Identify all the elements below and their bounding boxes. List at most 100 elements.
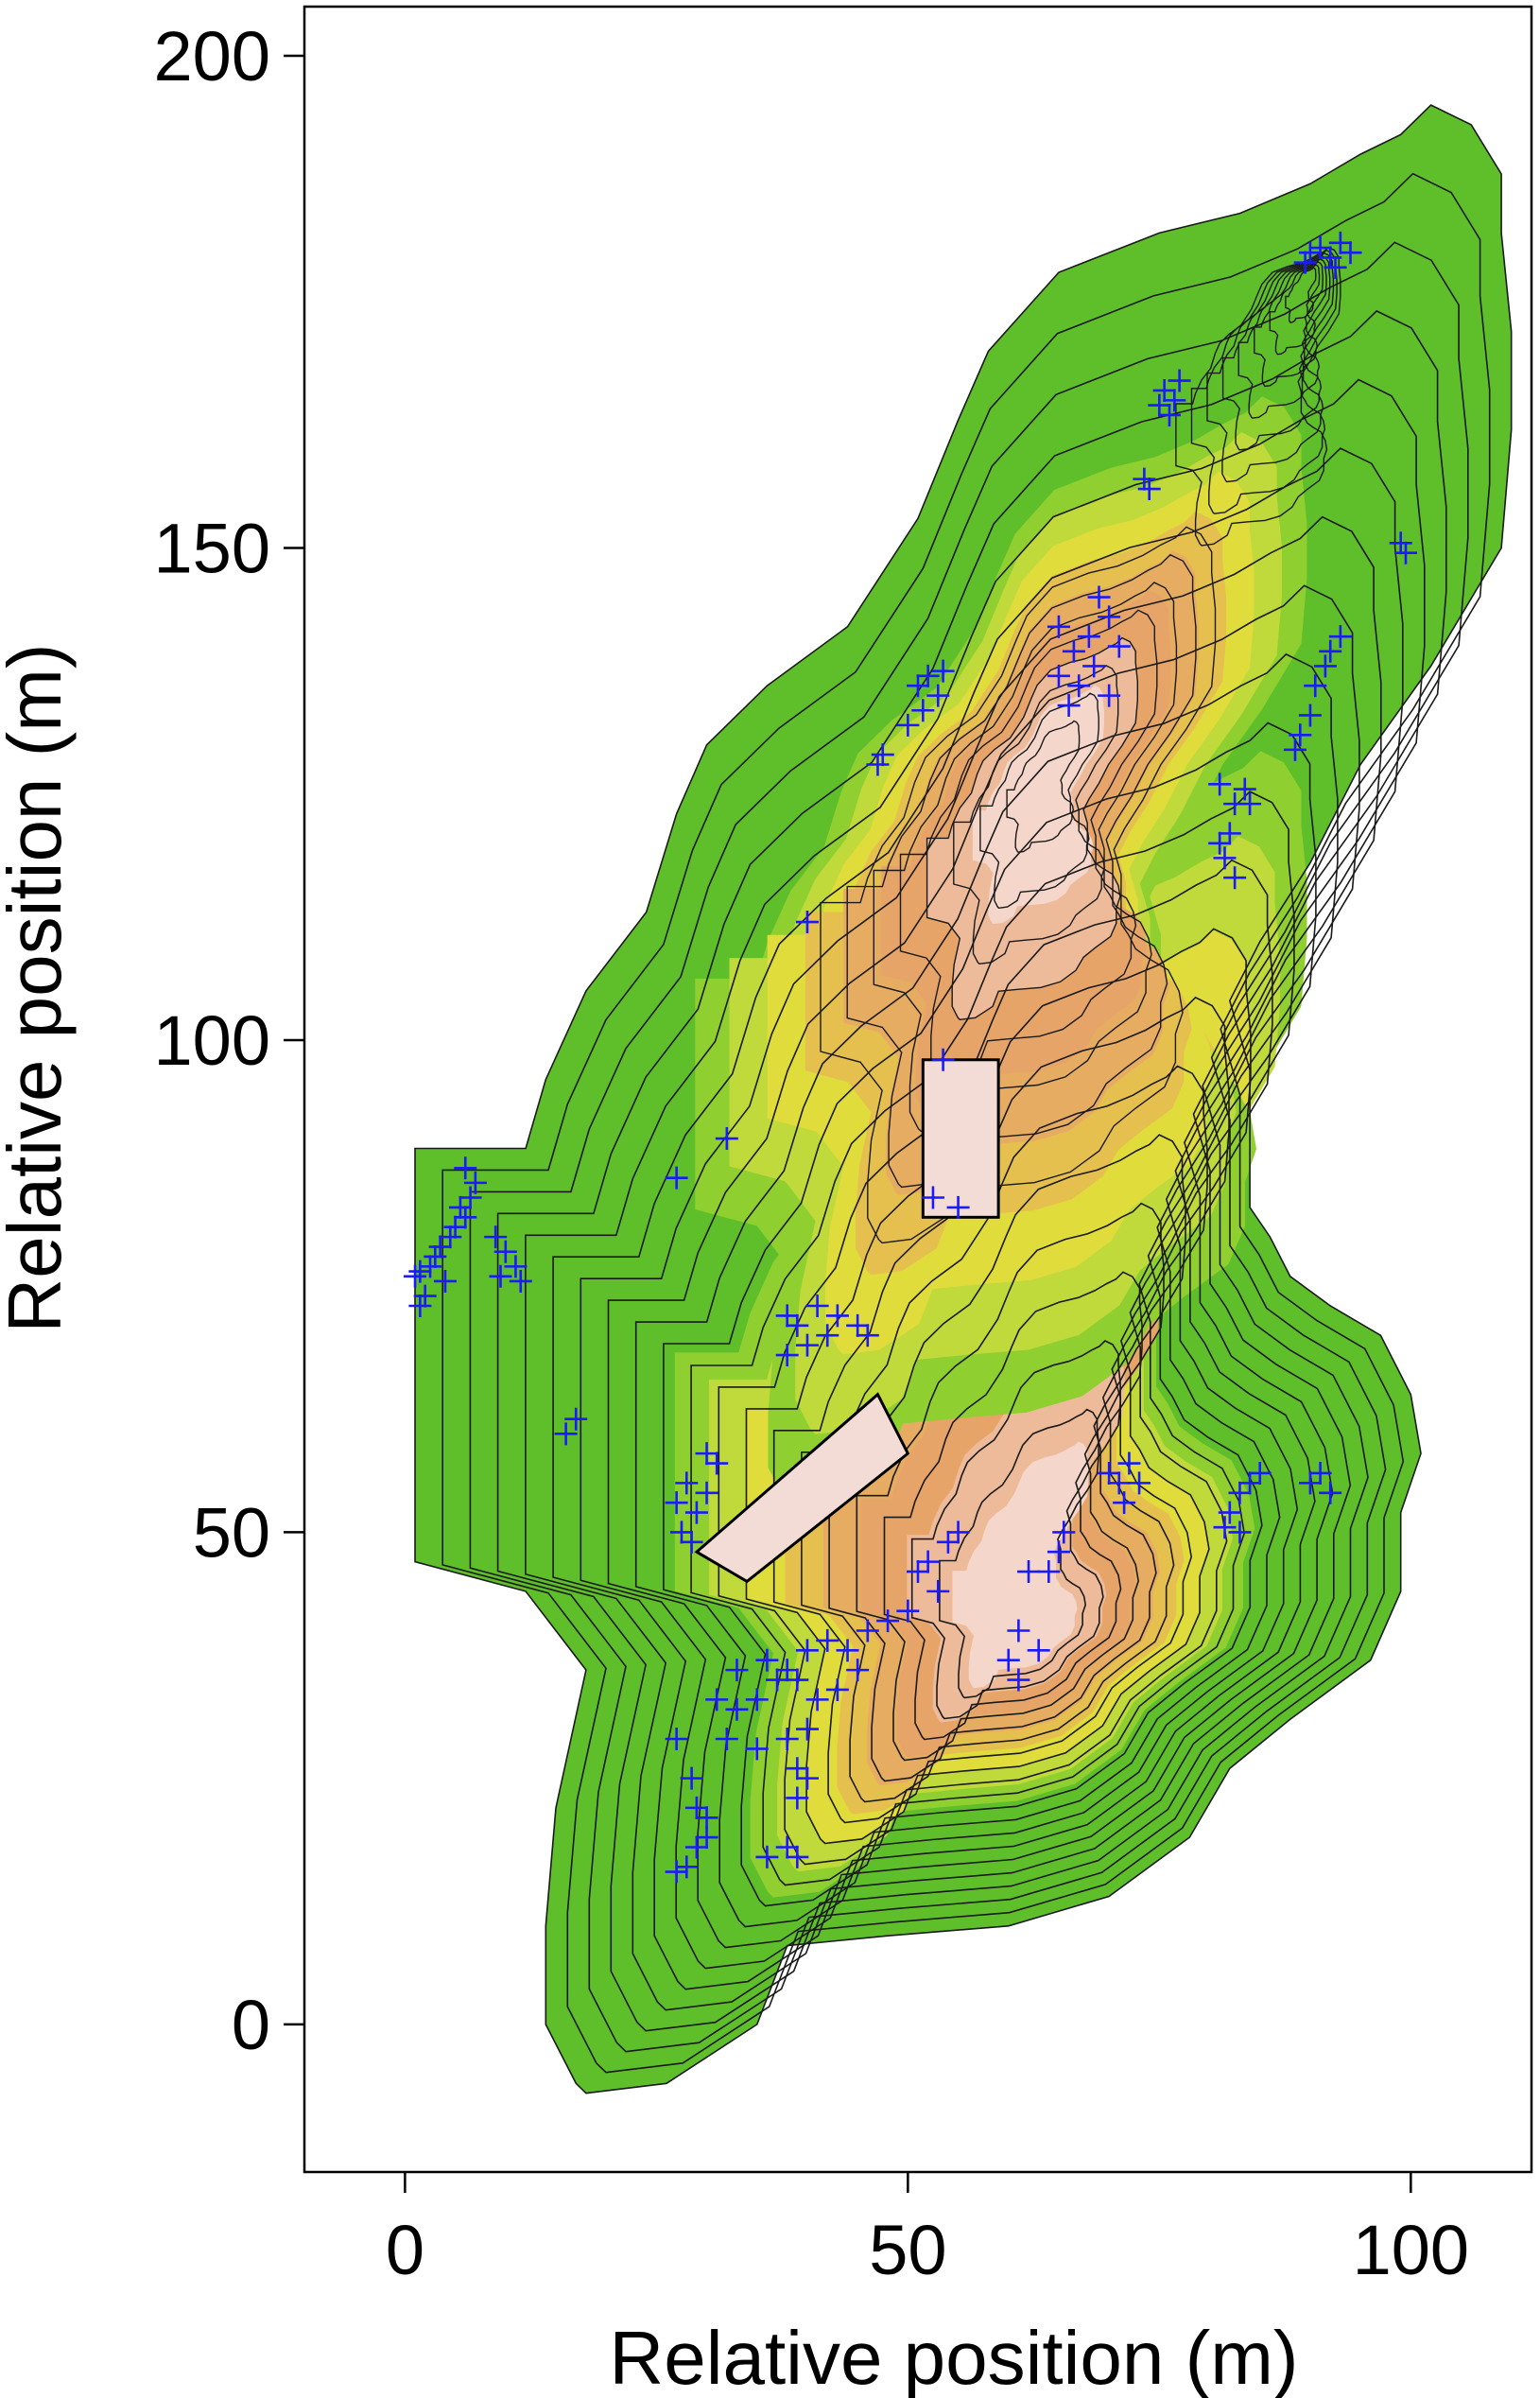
data-point-marker [404,1264,427,1288]
data-point-marker [946,1520,970,1544]
data-point-marker [439,1225,462,1249]
data-point-marker [1389,531,1412,555]
contour-line [883,1271,1143,1741]
data-point-marker [443,1215,467,1239]
data-point-marker [1238,792,1262,816]
data-point-marker [665,1491,688,1515]
data-point-marker [1052,1520,1076,1544]
data-point-marker [705,1688,729,1712]
building-footprint [921,1058,1000,1219]
data-point-marker [745,1688,769,1712]
contour-line [953,665,1119,965]
data-point-marker [424,1244,447,1268]
data-point-marker [1107,634,1131,658]
data-point-marker [1148,393,1171,417]
data-point-marker [1218,1501,1241,1524]
data-point-marker [996,1648,1020,1672]
data-point-marker [1223,866,1247,890]
y-tick-label: 100 [154,1001,270,1080]
data-point-marker [454,1156,477,1180]
data-point-marker [1233,777,1256,801]
contour-line [552,447,1404,1990]
data-point-marker [1308,1461,1332,1485]
contour-line [690,791,1295,1886]
data-point-marker [795,1639,819,1662]
data-point-marker [856,1324,879,1347]
y-tick-label: 200 [154,17,270,96]
data-point-marker [907,674,929,698]
data-point-marker [786,1845,809,1868]
data-point-marker [1157,403,1181,426]
data-point-marker [786,1313,809,1337]
data-point-marker [1394,541,1418,565]
data-point-marker [1289,723,1312,747]
data-point-marker [428,1235,452,1259]
data-point-marker [1238,1471,1262,1495]
y-tick-label: 50 [193,1493,270,1572]
contour-line [496,309,1447,2032]
data-point-marker [1339,241,1362,265]
data-point-marker [504,1255,528,1278]
data-point-marker [459,1186,482,1209]
data-point-marker [916,1550,940,1573]
data-point-marker [680,1530,703,1554]
data-point-marker [866,753,890,776]
data-point-marker [1308,236,1332,260]
data-point-marker [795,1766,819,1790]
data-point-marker [786,1757,809,1781]
data-point-marker [755,1845,779,1868]
terrain-contour-area [414,104,1513,2094]
contour-line [1006,720,1081,853]
contour-line [745,928,1252,1845]
data-point-marker [896,1599,920,1623]
data-point-marker [825,1677,849,1701]
data-point-marker [805,1295,829,1317]
contour-line [910,1340,1121,1720]
data-point-marker [926,684,950,707]
data-point-marker [695,1806,718,1830]
data-point-marker [1027,1639,1050,1662]
elevation-band [952,1441,1089,1689]
data-point-marker [846,1313,870,1337]
data-point-marker [725,1697,749,1721]
data-point-marker [825,1304,849,1328]
data-point-marker [463,1171,487,1194]
data-point-marker [745,1737,769,1761]
data-point-marker [1298,704,1322,727]
data-point-marker [786,1668,809,1692]
data-point-marker [448,1195,472,1219]
data-point-marker [1213,1516,1237,1539]
data-point-marker [1017,1560,1041,1584]
data-point-marker [684,1501,708,1524]
data-point-marker [1062,639,1085,663]
data-point-marker [1319,1481,1342,1504]
plot-frame [303,5,1533,2174]
data-point-marker [775,1659,799,1682]
data-point-marker [1117,1451,1141,1475]
data-point-marker [1047,664,1070,687]
contour-line [469,241,1469,2053]
data-point-marker [786,1786,809,1810]
data-point-marker [669,1520,693,1544]
data-point-marker [1082,654,1106,678]
contour-line [926,636,1138,1021]
data-point-marker [1228,1520,1252,1544]
data-point-marker [408,1295,432,1317]
data-point-marker [775,1728,799,1750]
contour-line [873,582,1178,1133]
contour-line [1237,258,1327,419]
data-point-marker [1328,231,1352,254]
contour-line [1254,261,1324,388]
data-point-marker [921,1186,944,1209]
data-point-marker [1208,773,1232,796]
data-point-marker [871,743,894,767]
x-tick-label: 50 [869,2211,946,2289]
data-point-marker [1319,639,1342,663]
contour-line [414,104,1513,2094]
x-tick-label: 0 [386,2211,424,2289]
data-point-marker [413,1284,437,1308]
data-point-marker [1248,1461,1272,1485]
x-tick-label: 100 [1353,2211,1469,2289]
data-point-marker [1098,1461,1121,1485]
